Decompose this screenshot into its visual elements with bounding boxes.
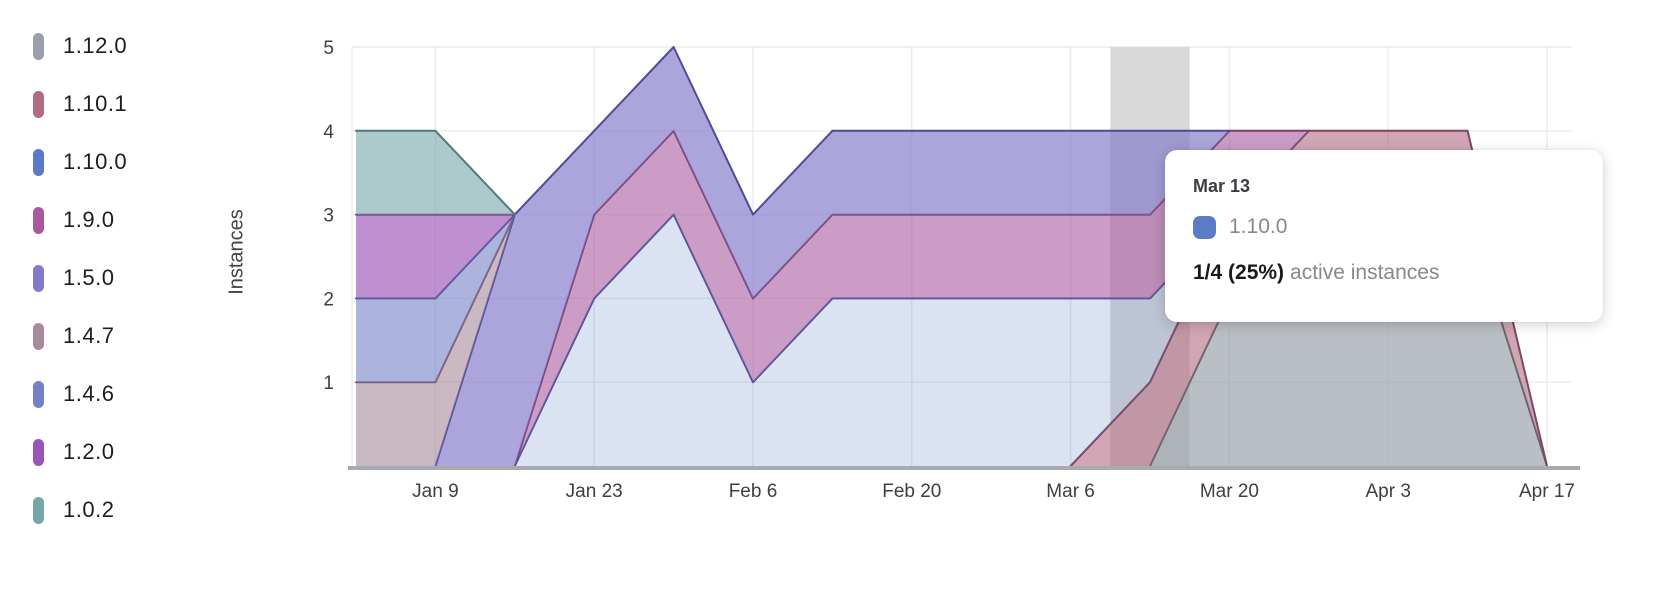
legend: 1.12.0 1.10.1 1.10.0 1.9.0 1.5.0 1.4.7 1.4.6 1.… [33, 32, 127, 524]
y-tick-label: 1 [323, 373, 334, 394]
legend-item-label: 1.4.6 [63, 381, 115, 406]
legend-item-1-4-6[interactable]: 1.4.6 [33, 380, 127, 408]
legend-item-label: 1.2.0 [63, 439, 115, 464]
legend-item-1-0-2[interactable]: 1.0.2 [33, 496, 127, 524]
legend-swatch-icon [33, 438, 44, 466]
tooltip-value: 1/4 (25%) [1193, 261, 1285, 284]
x-tick-label: Mar 20 [1200, 481, 1259, 502]
legend-item-1-4-7[interactable]: 1.4.7 [33, 322, 127, 350]
legend-swatch-icon [33, 206, 44, 234]
legend-swatch-icon [33, 380, 44, 408]
tooltip-value-row: 1/4 (25%) active instances [1193, 261, 1575, 285]
series-swatch-icon [1193, 215, 1216, 239]
tooltip-date: Mar 13 [1193, 176, 1251, 196]
y-tick-label: 5 [323, 38, 334, 59]
y-tick-label: 3 [323, 206, 334, 227]
tooltip-series-row: 1.10.0 [1193, 215, 1575, 239]
legend-item-1-10-1[interactable]: 1.10.1 [33, 90, 127, 118]
x-tick-label: Mar 6 [1046, 481, 1095, 502]
legend-swatch-icon [33, 90, 44, 118]
legend-item-label: 1.10.1 [63, 91, 128, 116]
legend-item-label: 1.4.7 [63, 323, 115, 348]
x-tick-label: Jan 23 [566, 481, 623, 502]
y-tick-label: 2 [323, 289, 334, 310]
legend-item-label: 1.5.0 [63, 265, 115, 290]
legend-item-label: 1.12.0 [63, 33, 128, 58]
legend-item-1-9-0[interactable]: 1.9.0 [33, 206, 127, 234]
x-tick-label: Feb 20 [882, 481, 941, 502]
area-series-1-10-0[interactable] [514, 214, 1230, 466]
legend-item-1-2-0[interactable]: 1.2.0 [33, 438, 127, 466]
x-tick-label: Jan 9 [412, 481, 458, 502]
legend-swatch-icon [33, 496, 44, 524]
legend-item-label: 1.10.0 [63, 149, 128, 174]
x-tick-label: Feb 6 [729, 481, 778, 502]
area-topline-1-5-0 [434, 46, 1231, 467]
x-tick-label: Apr 17 [1519, 481, 1575, 502]
legend-item-1-10-0[interactable]: 1.10.0 [33, 148, 127, 176]
tooltip-series-name: 1.10.0 [1229, 215, 1288, 238]
area-series-1-0-2[interactable] [356, 130, 515, 215]
legend-item-label: 1.9.0 [63, 207, 115, 232]
legend-item-1-12-0[interactable]: 1.12.0 [33, 32, 127, 60]
area-topline-1-0-2 [355, 129, 516, 216]
chart-tooltip: Mar 13 1.10.0 1/4 (25%) active instances [1165, 150, 1603, 322]
legend-swatch-icon [33, 32, 44, 60]
area-series-1-2-0[interactable] [356, 214, 515, 299]
area-series-1-5-0[interactable] [435, 47, 1230, 466]
legend-item-label: 1.0.2 [63, 497, 115, 522]
legend-swatch-icon [33, 264, 44, 292]
tooltip-value-suffix: active instances [1290, 261, 1440, 284]
legend-item-1-5-0[interactable]: 1.5.0 [33, 264, 127, 292]
y-tick-label: 4 [323, 122, 334, 143]
x-tick-label: Apr 3 [1365, 481, 1410, 502]
area-series-1-4-7[interactable] [356, 214, 515, 466]
legend-swatch-icon [33, 322, 44, 350]
legend-swatch-icon [33, 148, 44, 176]
